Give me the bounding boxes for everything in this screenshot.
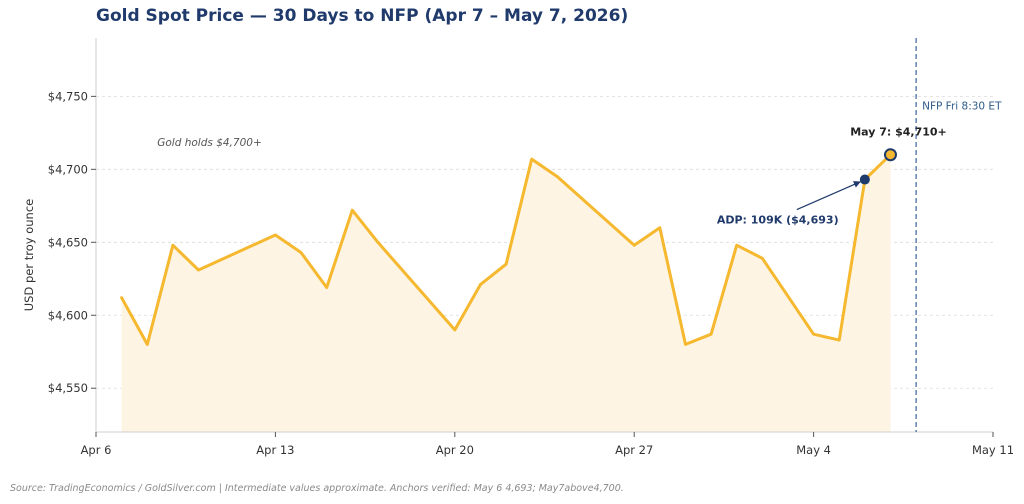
adp-arrow <box>796 180 862 211</box>
x-tick-label: Apr 27 <box>615 443 653 457</box>
x-tick-label: Apr 20 <box>436 443 474 457</box>
price-area-fill <box>121 154 891 432</box>
source-footer: Source: TradingEconomics / GoldSilver.co… <box>10 483 624 494</box>
x-tick-label: Apr 13 <box>256 443 294 457</box>
y-axis-label: USD per troy ounce <box>22 199 36 311</box>
nfp-label: NFP Fri 8:30 ET <box>922 101 1002 113</box>
annotation-note: Gold holds $4,700+ <box>157 137 262 149</box>
y-tick-label: $4,600 <box>48 308 88 322</box>
chart-title: Gold Spot Price — 30 Days to NFP (Apr 7 … <box>96 6 629 26</box>
y-tick-label: $4,750 <box>48 89 88 103</box>
y-tick-label: $4,650 <box>48 235 88 249</box>
ticks-layer: $4,550 $4,600 $4,650 $4,700 $4,750 Apr 6 Apr 1… <box>48 89 1014 457</box>
last-price-annotation: May 7: $4,710+ <box>850 126 947 139</box>
x-tick-label: Apr 6 <box>81 443 112 457</box>
adp-point <box>859 174 870 185</box>
x-tick-label: May 11 <box>972 443 1014 457</box>
axes-layer <box>95 38 993 433</box>
price-series-line <box>120 153 892 346</box>
y-tick-label: $4,550 <box>48 381 88 395</box>
adp-annotation: ADP: 109K ($4,693) <box>717 214 839 227</box>
adp-arrowhead <box>853 181 861 188</box>
x-tick-label: May 4 <box>796 443 831 457</box>
y-tick-label: $4,700 <box>48 162 88 176</box>
last-point <box>883 148 897 162</box>
